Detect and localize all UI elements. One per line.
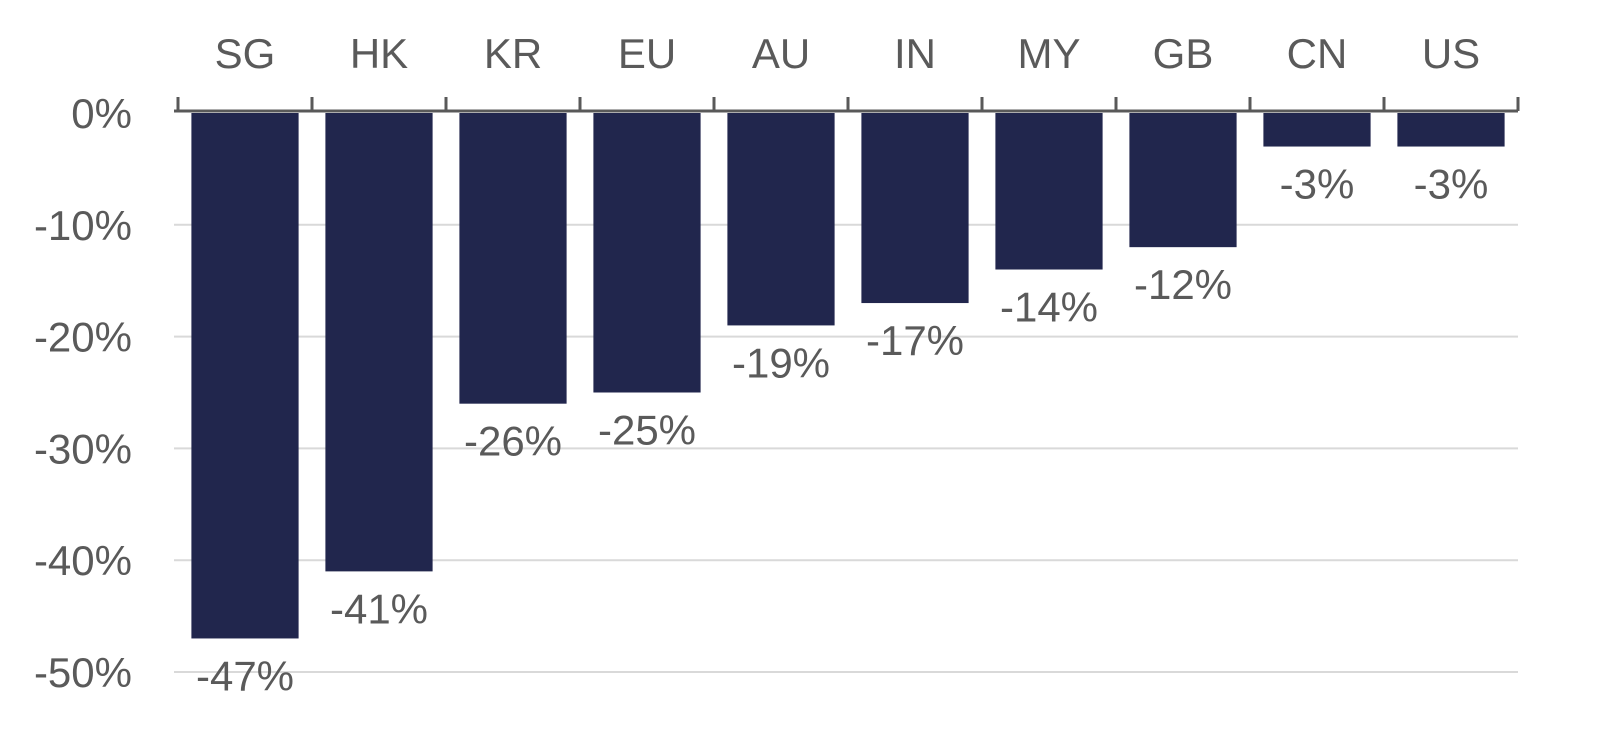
data-label-cn: -3%: [1280, 161, 1355, 208]
data-label-in: -17%: [866, 317, 964, 364]
category-label-kr: KR: [484, 30, 542, 77]
bar-sg: [191, 113, 299, 639]
bar-us: [1397, 113, 1505, 147]
category-label-hk: HK: [350, 30, 408, 77]
category-axis: [174, 97, 1520, 113]
bar-kr: [459, 113, 567, 404]
y-axis-tick-labels: 0% -10% -20% -30% -40% -50%: [34, 90, 132, 696]
category-label-cn: CN: [1287, 30, 1348, 77]
category-label-au: AU: [752, 30, 810, 77]
category-label-gb: GB: [1153, 30, 1214, 77]
bar-cn: [1263, 113, 1371, 147]
bar-in: [861, 113, 969, 304]
data-label-us: -3%: [1414, 161, 1489, 208]
data-label-my: -14%: [1000, 284, 1098, 331]
data-label-kr: -26%: [464, 418, 562, 465]
data-label-gb: -12%: [1134, 261, 1232, 308]
y-tick-label: -40%: [34, 537, 132, 584]
bars: [191, 113, 1505, 639]
category-label-sg: SG: [215, 30, 276, 77]
y-tick-label: -50%: [34, 649, 132, 696]
bar-gb: [1129, 113, 1237, 248]
y-tick-label: 0%: [71, 90, 132, 137]
bar-eu: [593, 113, 701, 393]
y-tick-label: -10%: [34, 202, 132, 249]
category-label-eu: EU: [618, 30, 676, 77]
category-label-my: MY: [1018, 30, 1081, 77]
bar-my: [995, 113, 1103, 270]
data-label-hk: -41%: [330, 585, 428, 632]
category-label-us: US: [1422, 30, 1480, 77]
bar-hk: [325, 113, 433, 572]
category-labels: SG HK KR EU AU IN MY GB CN US: [215, 30, 1481, 77]
data-labels: -47% -41% -26% -25% -19% -17% -14% -12% -3% -3%: [196, 161, 1488, 700]
data-label-eu: -25%: [598, 407, 696, 454]
data-label-sg: -47%: [196, 652, 294, 699]
category-label-in: IN: [894, 30, 936, 77]
data-label-au: -19%: [732, 339, 830, 386]
y-tick-label: -30%: [34, 425, 132, 472]
bar-au: [727, 113, 835, 326]
y-tick-label: -20%: [34, 314, 132, 361]
